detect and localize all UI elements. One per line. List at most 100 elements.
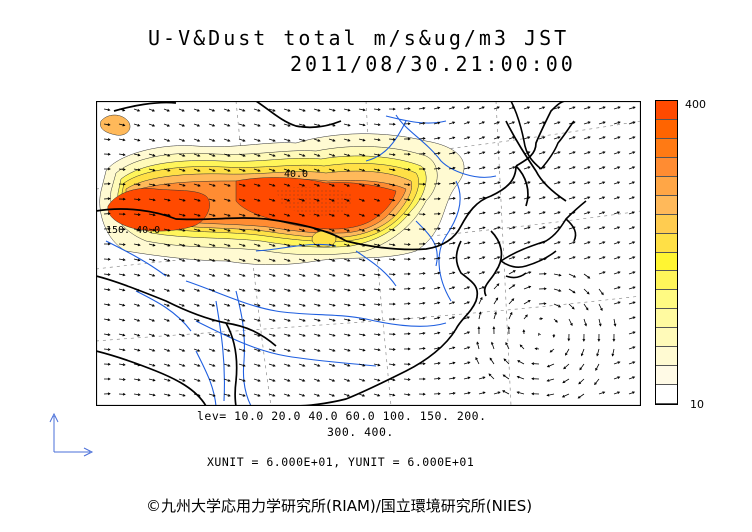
- wind-vector-head: [272, 139, 276, 142]
- wind-vector-head: [362, 378, 366, 382]
- wind-vector-head: [437, 197, 441, 201]
- wind-vector-head: [517, 360, 521, 363]
- wind-vector-head: [602, 196, 606, 200]
- colorbar-block: [656, 347, 677, 367]
- wind-vector: [283, 183, 290, 187]
- wind-vector-head: [182, 198, 186, 202]
- wind-vector: [313, 273, 320, 277]
- wind-vector-head: [587, 196, 591, 200]
- wind-vector: [283, 393, 290, 397]
- wind-vector: [298, 378, 305, 382]
- wind-vector-head: [407, 257, 411, 261]
- wind-vector: [208, 363, 215, 367]
- wind-vector-head: [167, 259, 171, 262]
- wind-vector: [133, 153, 140, 156]
- wind-vector-head: [362, 214, 366, 217]
- wind-vector-head: [392, 153, 396, 157]
- wind-vector-head: [452, 197, 456, 200]
- wind-vector-head: [392, 198, 396, 202]
- wind-vector: [223, 153, 231, 157]
- wind-vector: [313, 303, 321, 307]
- wind-vector: [433, 377, 441, 380]
- wind-vector-head: [272, 154, 276, 157]
- wind-vector-head: [577, 395, 581, 399]
- wind-vector-head: [481, 106, 485, 109]
- wind-vector-head: [257, 379, 261, 382]
- wind-vector-head: [317, 154, 321, 157]
- wind-vector: [448, 152, 455, 155]
- wind-vector-head: [242, 274, 246, 277]
- wind-vector-head: [122, 182, 126, 186]
- wind-vector-head: [452, 286, 456, 290]
- wind-vector: [343, 363, 350, 367]
- wind-vector-head: [362, 333, 366, 337]
- wind-vector: [343, 303, 351, 306]
- wind-vector-head: [242, 108, 246, 112]
- wind-vector-head: [422, 316, 426, 320]
- wind-vector: [538, 151, 546, 155]
- wind-vector: [433, 167, 441, 170]
- wind-vector: [613, 241, 620, 245]
- wind-vector-head: [242, 394, 246, 397]
- wind-vector-head: [107, 167, 111, 171]
- wind-vector-head: [197, 229, 201, 232]
- wind-vector-head: [212, 214, 216, 217]
- colorbar-blocks: [656, 101, 677, 404]
- wind-vector-head: [392, 168, 396, 172]
- wind-vector: [628, 256, 635, 260]
- wind-vector-head: [332, 379, 336, 382]
- wind-vector-head: [392, 348, 396, 351]
- wind-vector: [298, 288, 306, 292]
- wind-vector-head: [467, 196, 471, 200]
- wind-vector-head: [617, 106, 621, 109]
- wind-vector-head: [482, 151, 486, 154]
- wind-vector: [253, 138, 261, 142]
- wind-vector-head: [512, 284, 516, 288]
- wind-vector-head: [272, 319, 276, 322]
- wind-vector-head: [227, 259, 231, 262]
- wind-vector: [148, 243, 155, 246]
- wind-vector: [148, 183, 156, 186]
- wind-vector-head: [272, 289, 276, 292]
- wind-vector-head: [287, 274, 291, 277]
- wind-vector-head: [122, 273, 126, 277]
- wind-vector-head: [543, 302, 547, 306]
- wind-vector-head: [617, 196, 621, 200]
- wind-vector: [103, 333, 110, 336]
- contour-label: 150. 40.0: [106, 225, 160, 236]
- wind-vector: [313, 378, 320, 382]
- wind-vector: [178, 123, 185, 127]
- wind-vector-head: [362, 138, 366, 142]
- wind-vector: [448, 271, 455, 275]
- wind-vector-head: [137, 333, 141, 337]
- wind-vector: [238, 213, 246, 217]
- wind-vector: [343, 333, 351, 337]
- wind-vector: [313, 363, 320, 367]
- wind-vector-head: [122, 153, 126, 157]
- wind-vector: [343, 243, 350, 247]
- wind-vector-head: [587, 121, 591, 124]
- wind-vector: [298, 258, 305, 262]
- wind-vector-head: [167, 243, 171, 247]
- wind-vector: [178, 363, 185, 367]
- wind-vector-head: [377, 303, 381, 306]
- wind-vector: [328, 318, 336, 322]
- wind-vector: [133, 258, 140, 261]
- wind-vector: [478, 376, 485, 380]
- wind-vector: [448, 136, 455, 140]
- dust-concentration-field: [99, 114, 465, 265]
- wind-vector-head: [302, 289, 306, 292]
- wind-vector: [148, 258, 155, 262]
- wind-vector-head: [422, 257, 426, 261]
- wind-vector: [163, 303, 170, 307]
- wind-vector: [508, 166, 515, 170]
- wind-vector: [502, 390, 510, 395]
- wind-vector: [223, 138, 230, 142]
- wind-vector-head: [167, 124, 171, 127]
- wind-vector: [163, 183, 171, 187]
- wind-vector: [343, 123, 351, 126]
- wind-vector: [478, 271, 485, 275]
- wind-vector: [163, 393, 171, 397]
- wind-vector-head: [572, 121, 576, 124]
- wind-vector-head: [257, 244, 261, 247]
